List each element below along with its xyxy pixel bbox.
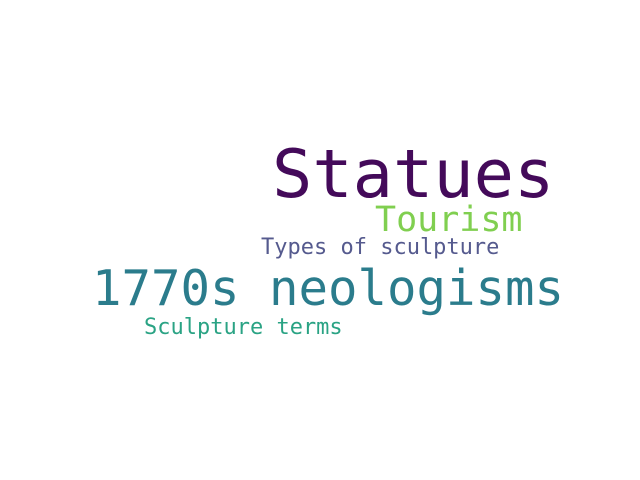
word-statues: Statues [272,135,555,213]
word-sculpture-terms: Sculpture terms [144,315,343,340]
word-tourism: Tourism [375,200,523,240]
word-1770s-neologisms: 1770s neologisms [92,260,565,317]
word-types-of-sculpture: Types of sculpture [261,235,500,260]
